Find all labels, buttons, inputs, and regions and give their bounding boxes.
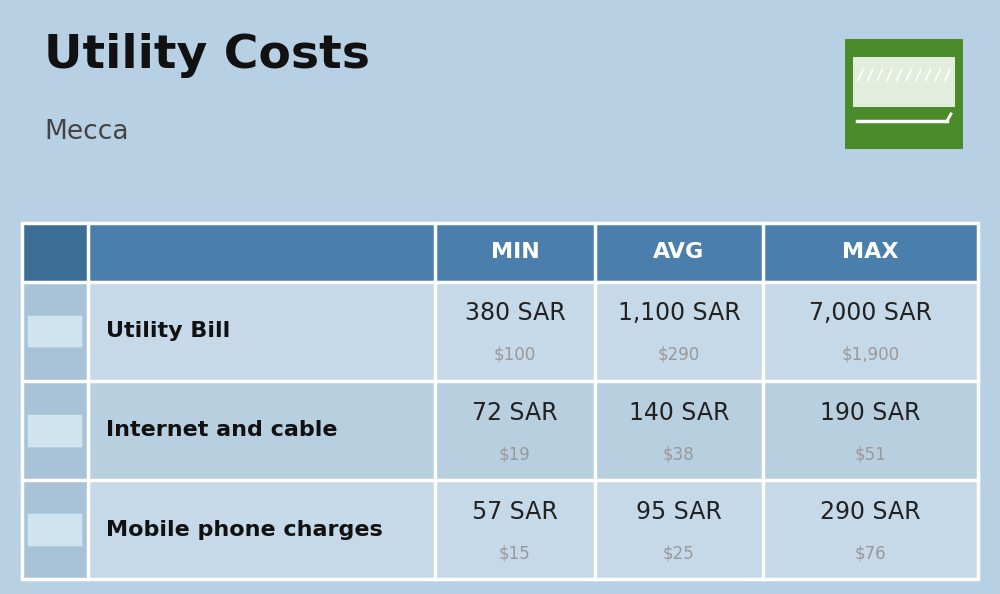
Text: $290: $290: [658, 346, 700, 364]
Bar: [22, 223, 978, 282]
Bar: [22, 282, 978, 381]
Text: MAX: MAX: [842, 242, 899, 262]
Bar: [27, 414, 82, 447]
Bar: [27, 315, 82, 347]
Text: Internet and cable: Internet and cable: [106, 421, 338, 440]
Text: $38: $38: [663, 445, 695, 463]
Bar: [22, 480, 88, 579]
Text: 140 SAR: 140 SAR: [629, 400, 729, 425]
Text: $51: $51: [855, 445, 886, 463]
Text: AVG: AVG: [653, 242, 705, 262]
Bar: [22, 223, 88, 282]
Text: 7,000 SAR: 7,000 SAR: [809, 301, 932, 326]
Bar: [22, 480, 978, 579]
Text: 380 SAR: 380 SAR: [465, 301, 565, 326]
Text: Mecca: Mecca: [44, 119, 128, 145]
Bar: [845, 39, 963, 148]
Text: 1,100 SAR: 1,100 SAR: [618, 301, 740, 326]
Bar: [27, 513, 82, 546]
Text: $19: $19: [499, 445, 531, 463]
Text: $76: $76: [855, 544, 886, 563]
Bar: [853, 57, 955, 107]
Text: 57 SAR: 57 SAR: [472, 500, 558, 524]
Text: 72 SAR: 72 SAR: [472, 400, 558, 425]
Text: $1,900: $1,900: [841, 346, 900, 364]
Text: 190 SAR: 190 SAR: [820, 400, 921, 425]
Bar: [22, 381, 88, 480]
Text: Mobile phone charges: Mobile phone charges: [106, 520, 383, 539]
Text: $15: $15: [499, 544, 531, 563]
Bar: [22, 381, 978, 480]
Bar: [88, 223, 435, 282]
Text: Utility Bill: Utility Bill: [106, 321, 230, 341]
Text: $25: $25: [663, 544, 695, 563]
Text: 95 SAR: 95 SAR: [636, 500, 722, 524]
Text: MIN: MIN: [491, 242, 539, 262]
Text: 290 SAR: 290 SAR: [820, 500, 921, 524]
Bar: [22, 223, 978, 579]
Text: Utility Costs: Utility Costs: [44, 33, 370, 78]
Text: $100: $100: [494, 346, 536, 364]
Bar: [22, 282, 88, 381]
